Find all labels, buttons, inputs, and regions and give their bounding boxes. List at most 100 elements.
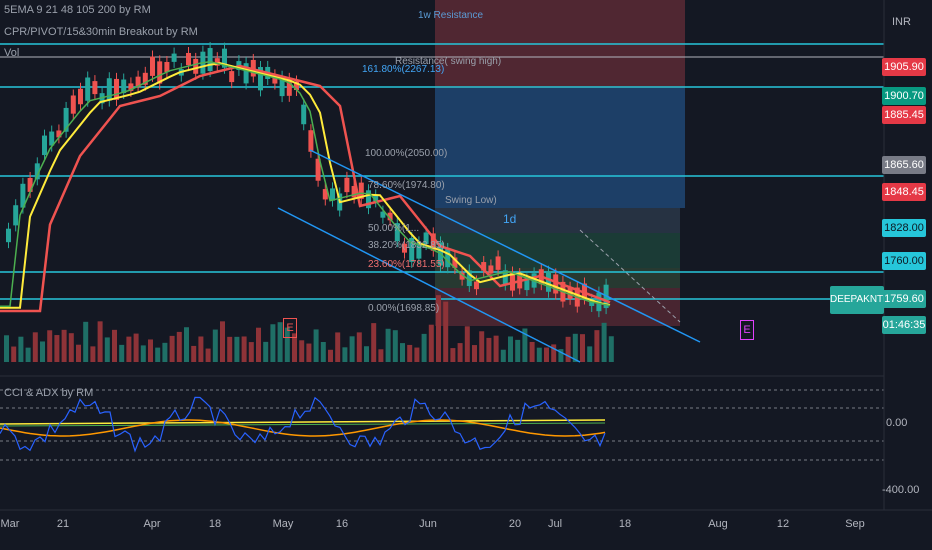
volume-bar <box>76 344 81 362</box>
candle-body <box>423 232 429 245</box>
candle-body <box>13 205 19 226</box>
candle-body <box>553 274 559 294</box>
volume-bar <box>349 336 355 362</box>
candle-body <box>430 233 436 251</box>
candle-body <box>510 272 515 291</box>
volume-bar <box>594 330 600 362</box>
date-tick-label: Sep <box>845 518 865 530</box>
cpr-indicator-legend[interactable]: CPR/PIVOT/15&30min Breakout by RM <box>4 26 198 38</box>
currency-label: INR <box>892 16 911 28</box>
date-tick-label: 16 <box>335 518 349 530</box>
volume-bar <box>83 321 89 362</box>
oscillator-legend[interactable]: CCI & ADX by RM <box>4 387 94 399</box>
volume-bar <box>364 346 369 362</box>
volume-bar <box>515 339 521 362</box>
candle-body <box>157 61 163 84</box>
candle-body <box>164 61 170 73</box>
date-tick-label: Aug <box>708 518 728 530</box>
volume-bar <box>104 337 110 362</box>
volume-bar <box>500 349 506 362</box>
projection-line <box>579 229 681 323</box>
volume-bar <box>558 349 564 362</box>
candle-body <box>387 212 393 221</box>
earnings-marker-upcoming[interactable]: E <box>740 320 754 340</box>
volume-bar <box>11 346 17 362</box>
volume-indicator-legend[interactable]: Vol <box>4 47 20 59</box>
volume-bar <box>234 336 240 362</box>
volume-bar <box>529 341 535 362</box>
candle-body <box>171 53 177 62</box>
volume-bar <box>176 331 182 362</box>
candle-body <box>481 262 487 271</box>
date-tick-label: Mar <box>0 518 20 530</box>
candle-body <box>258 67 263 91</box>
volume-bar <box>392 330 398 362</box>
channel-lower <box>277 207 581 363</box>
volume-bar <box>522 328 528 362</box>
price-tag: 1885.45 <box>882 106 926 124</box>
fib-zone-0 <box>435 288 680 326</box>
volume-bar <box>248 342 254 362</box>
price-tag: 1905.90 <box>882 58 926 76</box>
candle-body <box>330 188 335 201</box>
candle-body <box>351 185 357 198</box>
ema-indicator-legend[interactable]: 5EMA 9 21 48 105 200 by RM <box>4 4 151 16</box>
volume-bar <box>572 333 578 362</box>
fib-0-label: 0.00%(1698.85) <box>368 303 440 314</box>
volume-bar <box>241 336 247 362</box>
volume-bar <box>220 321 225 362</box>
candle-body <box>466 270 472 287</box>
volume-bar <box>385 328 391 362</box>
candle-body <box>488 265 494 274</box>
volume-bar <box>198 336 204 362</box>
candle-body <box>128 83 134 91</box>
volume-bar <box>400 343 405 362</box>
volume-bar <box>169 335 175 362</box>
volume-bar <box>126 336 132 362</box>
fib-236-label: 23.60%(1781.55) <box>368 259 445 270</box>
candle-body <box>315 158 321 181</box>
candle-body <box>56 130 62 138</box>
candle-body <box>394 223 400 242</box>
target-zone <box>435 88 685 208</box>
volume-bar <box>450 348 456 362</box>
volume-bar <box>457 343 463 362</box>
last-price-tag: 1759.60 <box>882 290 926 308</box>
candle-body <box>308 130 314 152</box>
volume-bar <box>428 324 434 362</box>
fib-100-label: 100.00%(2050.00) <box>365 148 448 159</box>
date-tick-label: Jul <box>547 518 563 530</box>
candle-body <box>135 76 141 88</box>
timeframe-1d-label: 1d <box>503 212 517 226</box>
candle-body <box>409 237 415 262</box>
candle-body <box>6 228 11 243</box>
volume-bar <box>292 333 297 362</box>
candle-body <box>42 135 47 156</box>
volume-bar <box>32 332 38 362</box>
candle-body <box>459 272 465 280</box>
volume-bar <box>601 322 607 362</box>
candle-body <box>502 270 508 285</box>
cci-signal-line <box>0 419 606 437</box>
candle-body <box>474 281 479 290</box>
candle-body <box>402 243 407 253</box>
date-tick-label: 18 <box>618 518 632 530</box>
candle-body <box>495 256 501 270</box>
earnings-marker-past[interactable]: E <box>283 318 297 338</box>
date-tick-label: Jun <box>419 518 437 530</box>
volume-bar <box>493 335 499 362</box>
candle-body <box>214 58 220 66</box>
volume-bar <box>508 336 513 362</box>
volume-bar <box>464 326 470 362</box>
price-tag: 1760.00 <box>882 252 926 270</box>
date-tick-label: Apr <box>143 518 161 530</box>
date-tick-label: 12 <box>776 518 790 530</box>
volume-bar <box>263 341 269 362</box>
fib-zone-786 <box>435 208 680 233</box>
volume-bar <box>378 349 384 362</box>
volume-bar <box>205 348 211 362</box>
volume-bar <box>407 344 413 362</box>
candle-body <box>106 78 112 101</box>
date-tick-label: 20 <box>508 518 522 530</box>
